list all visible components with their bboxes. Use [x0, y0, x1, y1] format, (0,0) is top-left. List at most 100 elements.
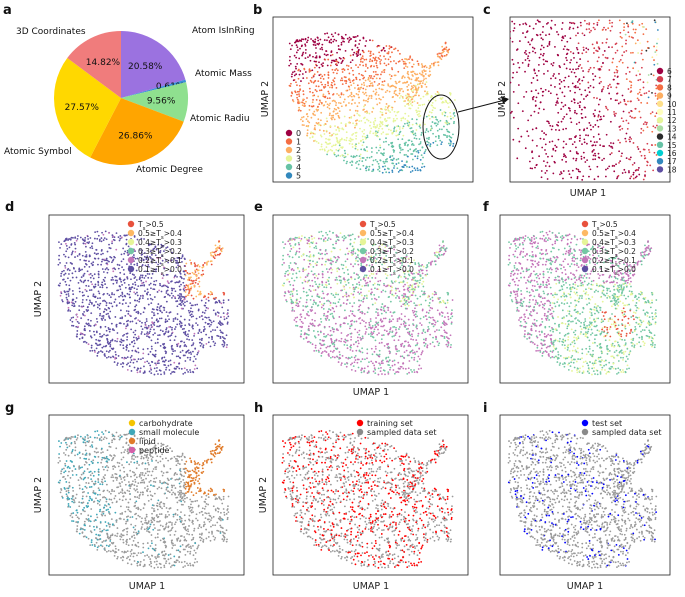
scatter-point-d	[211, 329, 214, 331]
scatter-point-b	[414, 155, 417, 158]
scatter-point-c	[653, 59, 655, 61]
scatter-point-d	[74, 250, 77, 253]
scatter-point-e	[327, 237, 330, 240]
scatter-point-b	[376, 152, 378, 154]
scatter-point-c	[607, 87, 609, 90]
scatter-point-b	[354, 147, 357, 150]
scatter-point-d	[117, 236, 120, 239]
scatter-point-b	[357, 163, 360, 166]
scatter-point-b	[372, 125, 375, 128]
scatter-point-d	[223, 337, 225, 340]
scatter-point-d	[110, 302, 113, 305]
scatter-point-d	[187, 335, 190, 338]
scatter-point-b	[332, 114, 335, 117]
scatter-point-b	[412, 63, 415, 66]
scatter-point-c	[560, 80, 563, 83]
scatter-point-d	[170, 280, 173, 283]
scatter-point-e	[350, 292, 353, 295]
scatter-point-e	[404, 304, 407, 307]
scatter-point-d	[112, 258, 115, 261]
scatter-point-c	[656, 98, 659, 100]
scatter-point-c	[542, 58, 545, 61]
scatter-point-d	[218, 247, 221, 249]
scatter-point-d	[70, 243, 73, 245]
scatter-point-b	[322, 62, 325, 65]
scatter-point-d	[85, 290, 88, 292]
scatter-point-b	[441, 141, 443, 144]
scatter-point-c	[554, 144, 557, 147]
scatter-point-e	[422, 330, 425, 332]
scatter-point-b	[382, 47, 385, 50]
scatter-point-b	[288, 84, 291, 87]
scatter-point-c	[581, 108, 583, 111]
scatter-point-d	[143, 365, 145, 368]
scatter-point-d	[108, 231, 110, 234]
scatter-point-d	[222, 299, 225, 302]
scatter-point-c	[575, 46, 578, 49]
scatter-point-e	[317, 273, 320, 276]
scatter-point-e	[366, 281, 369, 284]
scatter-point-b	[339, 96, 342, 99]
scatter-point-c	[554, 86, 556, 88]
scatter-point-b	[368, 165, 371, 168]
scatter-point-d	[73, 302, 76, 305]
scatter-point-e	[407, 278, 409, 280]
scatter-point-e	[349, 325, 352, 328]
scatter-point-b	[299, 70, 302, 72]
scatter-point-d	[89, 273, 92, 275]
scatter-point-c	[550, 128, 553, 131]
scatter-point-b	[388, 47, 391, 50]
scatter-point-b	[329, 125, 332, 127]
scatter-point-b	[409, 56, 412, 59]
scatter-point-c	[612, 78, 615, 81]
scatter-point-e	[396, 350, 399, 353]
scatter-point-c	[539, 137, 542, 140]
scatter-point-d	[59, 282, 62, 285]
scatter-point-b	[337, 126, 339, 129]
scatter-point-d	[153, 312, 155, 314]
scatter-point-b	[414, 79, 417, 82]
scatter-point-b	[380, 49, 383, 52]
scatter-point-d	[87, 285, 90, 288]
scatter-point-b	[304, 43, 306, 46]
scatter-point-b	[390, 142, 393, 145]
scatter-point-b	[383, 168, 386, 171]
scatter-point-d	[143, 306, 146, 309]
scatter-point-d	[108, 294, 111, 297]
scatter-point-b	[381, 80, 384, 83]
scatter-point-b	[289, 82, 292, 85]
scatter-point-c	[592, 26, 595, 29]
pie-value-label: 27.57%	[65, 103, 100, 113]
scatter-point-b	[356, 148, 359, 151]
scatter-point-b	[314, 40, 316, 43]
scatter-point-c	[609, 83, 611, 86]
scatter-point-e	[409, 334, 412, 337]
scatter-point-e	[330, 250, 333, 253]
scatter-point-b	[344, 50, 347, 52]
scatter-point-e	[288, 280, 291, 283]
scatter-point-b	[340, 77, 343, 80]
scatter-point-d	[189, 302, 192, 305]
scatter-point-b	[429, 64, 432, 67]
scatter-point-e	[422, 316, 425, 318]
scatter-point-e	[397, 287, 399, 290]
scatter-point-c	[599, 118, 602, 121]
scatter-point-c	[611, 147, 614, 149]
scatter-point-b	[326, 153, 329, 156]
scatter-point-b	[315, 90, 318, 93]
scatter-point-d	[101, 268, 104, 270]
scatter-point-d	[201, 315, 203, 317]
scatter-point-b	[331, 53, 334, 56]
scatter-point-d	[134, 281, 136, 284]
scatter-point-b	[378, 127, 380, 130]
scatter-point-c	[640, 52, 643, 55]
scatter-point-d	[111, 240, 114, 243]
scatter-point-d	[184, 286, 187, 289]
scatter-point-b	[313, 140, 315, 142]
scatter-point-b	[365, 146, 368, 148]
scatter-point-b	[311, 91, 314, 94]
scatter-point-b	[403, 122, 406, 125]
scatter-point-e	[323, 314, 325, 317]
scatter-point-e	[293, 238, 296, 241]
scatter-point-d	[65, 296, 68, 299]
